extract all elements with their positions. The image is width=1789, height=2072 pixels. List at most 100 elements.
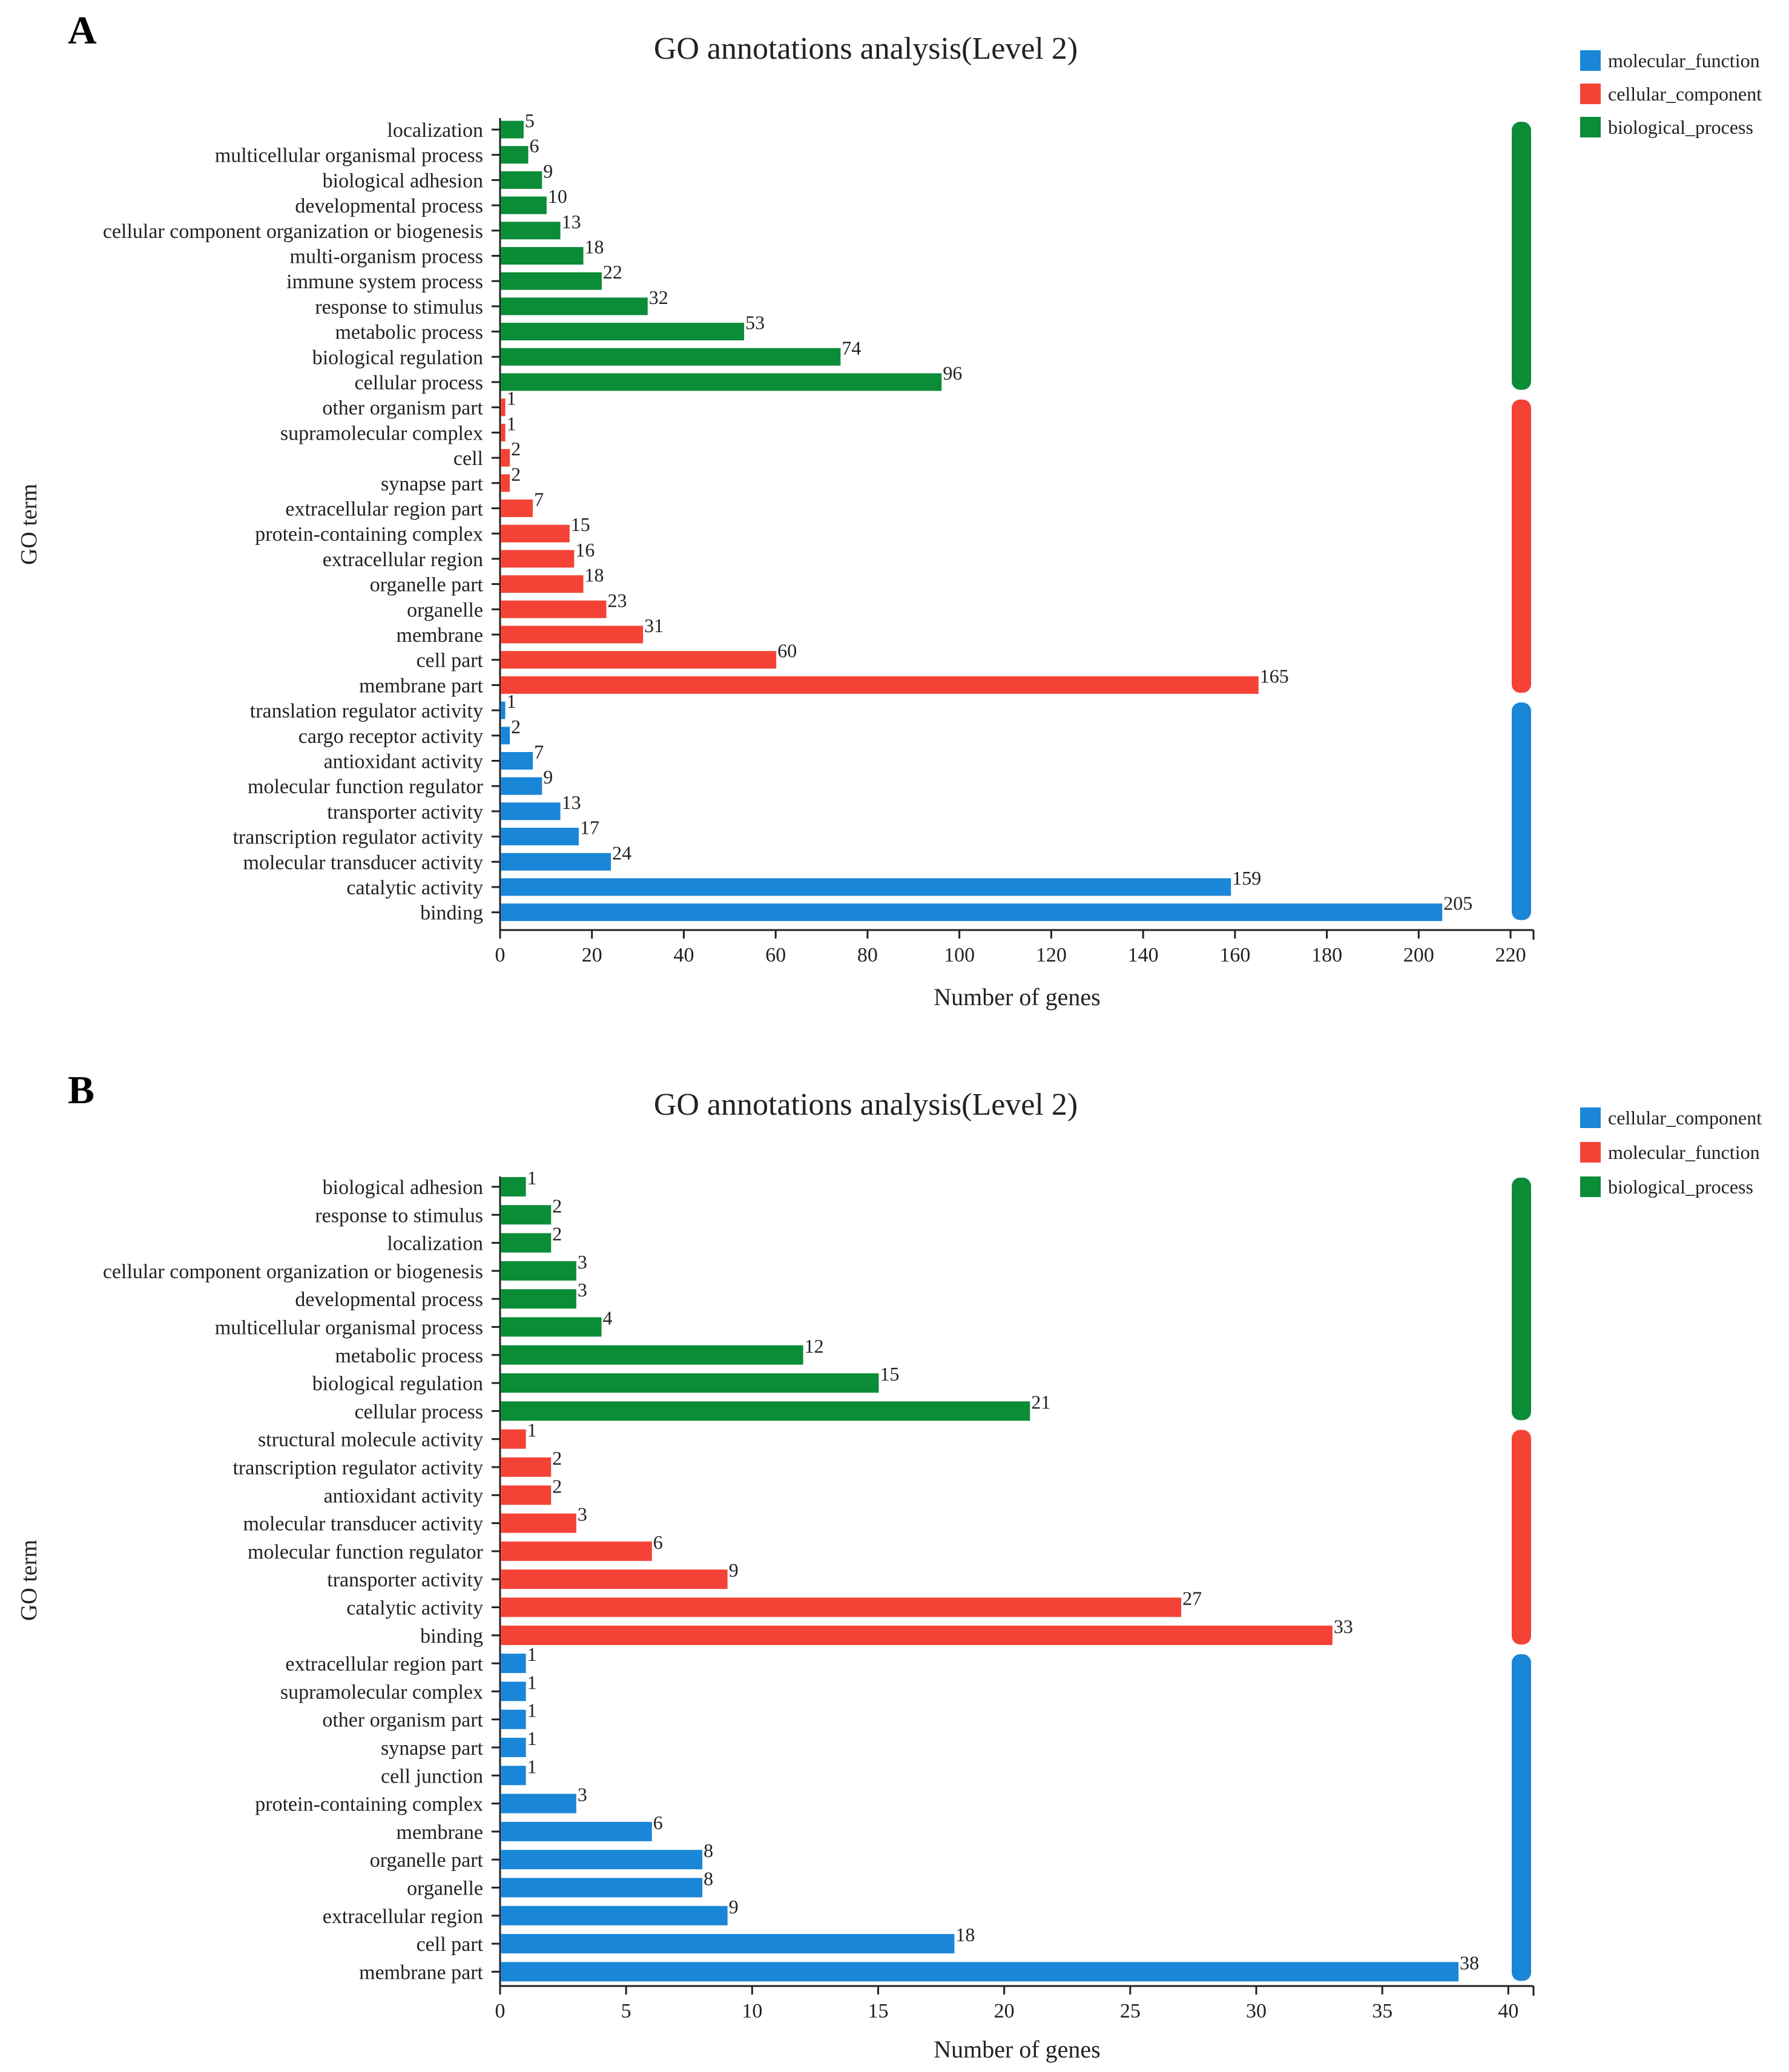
bar-value-label: 9 (543, 766, 553, 788)
bar-value-label: 10 (548, 185, 567, 207)
bar-value-label: 23 (607, 589, 627, 611)
bar (501, 1457, 552, 1477)
category-label: transporter activity (327, 801, 483, 823)
bar-value-label: 1 (527, 1419, 537, 1441)
bar-value-label: 165 (1260, 665, 1289, 687)
category-label: protein-containing complex (255, 1793, 483, 1816)
bar (501, 1766, 526, 1786)
bar (501, 146, 529, 164)
bar-value-label: 22 (603, 261, 622, 283)
bar (501, 1905, 728, 1925)
bar-value-label: 1 (527, 1643, 537, 1665)
category-label: extracellular region (323, 1905, 483, 1928)
bar (501, 1625, 1333, 1645)
bar-value-label: 2 (552, 1223, 562, 1245)
bar-value-label: 8 (703, 1868, 713, 1890)
bar (501, 1654, 526, 1674)
bar-value-label: 2 (552, 1195, 562, 1216)
chart-title: GO annotations analysis(Level 2) (654, 1087, 1078, 1122)
bar (501, 474, 510, 492)
category-label: binding (420, 902, 483, 925)
bar-value-label: 53 (745, 312, 765, 334)
bar-value-label: 9 (543, 160, 553, 182)
category-label: organelle (407, 1878, 483, 1900)
bar-value-label: 31 (644, 615, 664, 636)
bar (501, 1569, 728, 1589)
bar-value-label: 3 (578, 1784, 587, 1806)
legend-swatch (1580, 1176, 1601, 1197)
bar-value-label: 205 (1443, 892, 1472, 914)
x-axis-label: Number of genes (934, 2036, 1100, 2063)
category-label: extracellular region part (285, 1653, 483, 1675)
category-label: protein-containing complex (255, 523, 483, 546)
category-label: molecular function regulator (248, 1541, 484, 1563)
category-label: other organism part (322, 397, 483, 420)
legend-label: biological_process (1608, 116, 1753, 138)
bar-value-label: 13 (562, 791, 581, 813)
category-label: other organism part (322, 1709, 483, 1732)
bar (501, 1934, 955, 1954)
bar (501, 1793, 576, 1813)
bar-value-label: 4 (603, 1307, 613, 1329)
legend-label: molecular_function (1608, 50, 1760, 71)
x-tick-label: 40 (673, 944, 694, 966)
category-label: membrane part (359, 1961, 483, 1984)
bar (501, 1485, 552, 1505)
category-label: cell junction (381, 1765, 483, 1787)
bar (501, 727, 510, 745)
bar (501, 373, 942, 391)
bar (501, 752, 533, 770)
category-label: binding (420, 1625, 483, 1648)
category-label: transporter activity (327, 1569, 483, 1591)
category-label: biological regulation (312, 1373, 483, 1395)
panel-b: B GO annotations analysis(Level 2) GO term… (16, 1068, 1762, 2063)
x-tick-label: 220 (1495, 944, 1526, 966)
y-axis-label: GO term (16, 1540, 42, 1621)
x-tick-label: 140 (1128, 944, 1159, 966)
bar-value-label: 21 (1031, 1391, 1050, 1413)
x-tick-label: 5 (621, 2000, 631, 2022)
bar-value-label: 6 (530, 135, 539, 157)
bar-value-label: 3 (578, 1279, 587, 1301)
category-label: membrane (397, 624, 484, 647)
bar-value-label: 1 (527, 1167, 537, 1189)
category-label: extracellular region (323, 549, 483, 571)
bar-value-label: 8 (703, 1839, 713, 1861)
bar-value-label: 24 (612, 842, 631, 863)
category-label: synapse part (381, 473, 484, 495)
bar (501, 701, 506, 719)
bar (501, 828, 579, 846)
group-indicator-bar (1512, 399, 1531, 693)
bar (501, 777, 542, 795)
x-tick-label: 15 (868, 2000, 889, 2022)
x-axis-label: Number of genes (934, 983, 1100, 1011)
bar (501, 1205, 552, 1225)
legend-label: molecular_function (1608, 1141, 1760, 1163)
category-label: supramolecular complex (280, 1681, 483, 1703)
category-label: multicellular organismal process (215, 1317, 483, 1339)
category-label: cell part (417, 1933, 484, 1956)
bar-value-label: 7 (534, 489, 544, 510)
category-label: metabolic process (335, 1345, 483, 1367)
legend-label: biological_process (1608, 1176, 1753, 1198)
x-tick-label: 60 (765, 944, 786, 966)
x-tick-label: 200 (1403, 944, 1434, 966)
bar-value-label: 18 (585, 564, 604, 586)
bar-value-label: 2 (552, 1475, 562, 1497)
bar-value-label: 159 (1232, 867, 1261, 889)
bar (501, 1821, 652, 1841)
x-tick-label: 20 (994, 2000, 1015, 2022)
group-indicator-bar (1512, 1654, 1531, 1981)
group-indicator-bar (1512, 702, 1531, 920)
x-tick-label: 100 (944, 944, 975, 966)
group-indicator-bar (1512, 122, 1531, 390)
legend: cellular_component molecular_functionbiol… (1580, 1107, 1762, 1198)
bar (501, 1681, 526, 1701)
bar (501, 120, 524, 139)
bar-value-label: 27 (1182, 1588, 1202, 1609)
bar-value-label: 2 (552, 1447, 562, 1469)
category-label: response to stimulus (315, 1204, 483, 1227)
bar (501, 550, 575, 568)
bar-value-label: 2 (511, 438, 521, 460)
